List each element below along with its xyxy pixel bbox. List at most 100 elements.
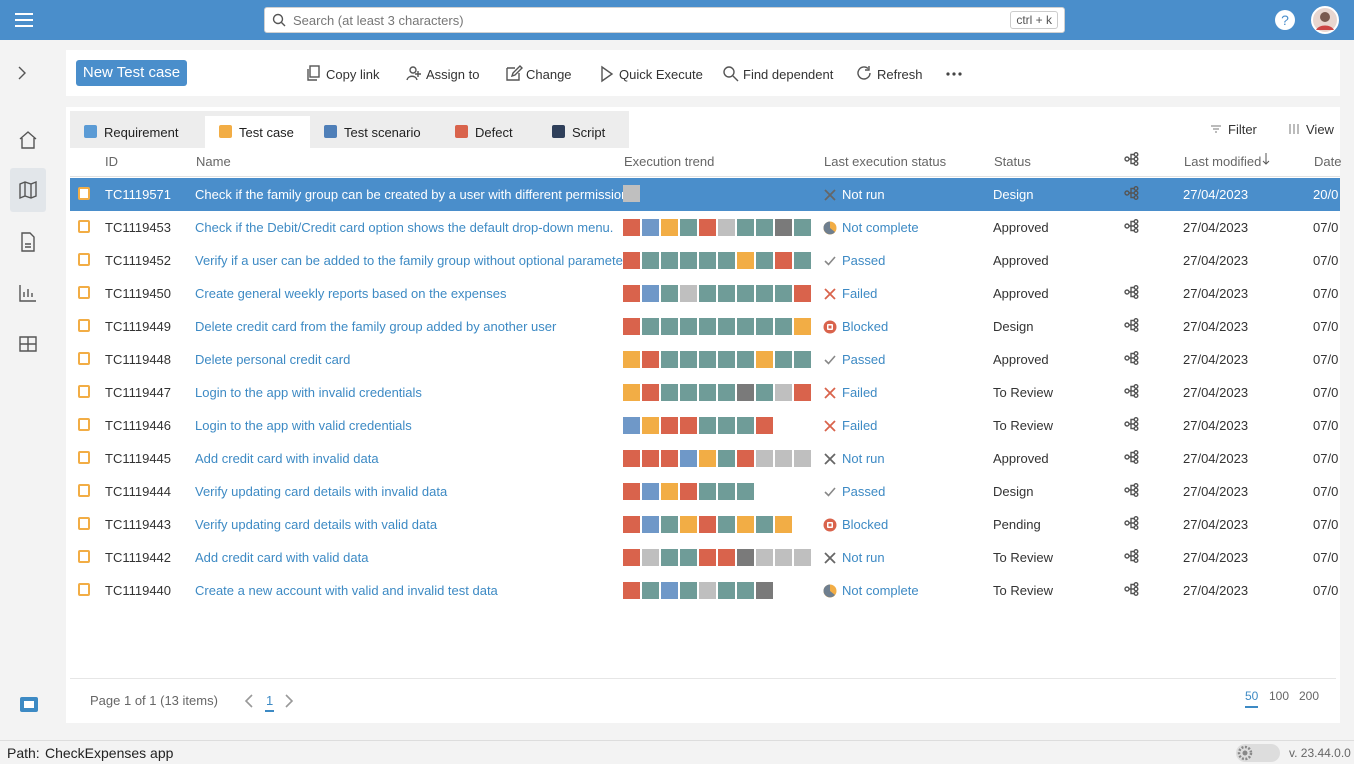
page-size[interactable]: 100 [1269, 689, 1290, 703]
dependencies-icon[interactable] [1124, 483, 1140, 498]
trend-square [718, 483, 735, 500]
dependencies-icon[interactable] [1124, 285, 1140, 300]
reports-nav[interactable] [18, 283, 38, 303]
table-row[interactable]: TC1119447 Login to the app with invalid c… [70, 376, 1340, 409]
column-header[interactable]: Last modified [1184, 154, 1262, 169]
column-header[interactable]: Name [196, 154, 231, 169]
table-row[interactable]: TC1119453 Check if the Debit/Credit card … [70, 211, 1340, 244]
tab[interactable]: Script [538, 116, 629, 148]
table-row[interactable]: TC1119571 Check if the family group can b… [70, 178, 1340, 211]
last-execution-status[interactable]: Blocked [842, 517, 889, 532]
last-execution-status[interactable]: Not run [842, 187, 885, 202]
last-modified: 27/04/2023 [1183, 319, 1249, 334]
test-name[interactable]: Delete personal credit card [195, 352, 351, 367]
table-row[interactable]: TC1119443 Verify updating card details wi… [70, 508, 1340, 541]
dependencies-icon[interactable] [1124, 417, 1140, 432]
table-row[interactable]: TC1119446 Login to the app with valid cre… [70, 409, 1340, 442]
last-modified: 27/04/2023 [1183, 583, 1249, 598]
test-name[interactable]: Check if the family group can be created… [195, 187, 635, 202]
trend-square [623, 549, 640, 566]
test-name[interactable]: Add credit card with invalid data [195, 451, 379, 466]
trend-square [623, 351, 640, 368]
home-nav[interactable] [18, 130, 38, 150]
trend-square [756, 351, 773, 368]
table-row[interactable]: TC1119442 Add credit card with valid data… [70, 541, 1340, 574]
test-id: TC1119448 [105, 352, 172, 367]
tab-icon [84, 125, 97, 138]
trend-square [661, 516, 678, 533]
document-nav[interactable] [19, 232, 37, 252]
column-header[interactable]: Date [1314, 154, 1342, 169]
page-size[interactable]: 200 [1299, 689, 1320, 703]
last-execution-status[interactable]: Failed [842, 418, 878, 433]
grid-nav[interactable] [18, 334, 38, 354]
prev-page[interactable] [243, 693, 255, 709]
tool-label[interactable]: Filter [1228, 122, 1257, 137]
table-row[interactable]: TC1119445 Add credit card with invalid da… [70, 442, 1340, 475]
table-row[interactable]: TC1119440 Create a new account with valid… [70, 574, 1340, 607]
trend-square [699, 582, 716, 599]
test-name[interactable]: Login to the app with valid credentials [195, 418, 412, 433]
dependencies-icon[interactable] [1124, 582, 1140, 597]
last-execution-status[interactable]: Not run [842, 550, 885, 565]
tab[interactable]: Defect [441, 116, 538, 148]
tab[interactable]: Test scenario [310, 116, 441, 148]
expand-button[interactable] [14, 65, 30, 81]
last-execution-status[interactable]: Not run [842, 451, 885, 466]
tab[interactable]: Test case [205, 116, 310, 148]
table-row[interactable]: TC1119449 Delete credit card from the fam… [70, 310, 1340, 343]
tool-icon[interactable] [1210, 123, 1222, 135]
test-name[interactable]: Check if the Debit/Credit card option sh… [195, 220, 614, 235]
last-execution-status[interactable]: Passed [842, 484, 886, 499]
page-number[interactable]: 1 [265, 693, 275, 712]
tool-icon[interactable] [1288, 123, 1300, 135]
tab-icon [324, 125, 337, 138]
new-test-case-button[interactable]: New Test case [76, 60, 187, 86]
trend-square [737, 549, 754, 566]
dependencies-icon[interactable] [1124, 351, 1140, 366]
map-nav[interactable] [18, 180, 38, 200]
next-page[interactable] [283, 693, 295, 709]
dependencies-icon[interactable] [1124, 186, 1140, 201]
tab[interactable]: Requirement [70, 116, 205, 148]
last-execution-status[interactable]: Passed [842, 352, 886, 367]
test-name[interactable]: Create a new account with valid and inva… [195, 583, 498, 598]
dependencies-icon[interactable] [1124, 318, 1140, 333]
last-execution-status[interactable]: Passed [842, 253, 886, 268]
search-box[interactable]: Search (at least 3 characters) ctrl + k [264, 7, 1065, 33]
test-name[interactable]: Add credit card with valid data [195, 550, 369, 565]
last-execution-status[interactable]: Not complete [842, 583, 919, 598]
menu-button[interactable] [14, 10, 34, 30]
page-size[interactable]: 50 [1245, 689, 1259, 708]
tool-label[interactable]: View [1306, 122, 1334, 137]
last-execution-status[interactable]: Not complete [842, 220, 919, 235]
column-header[interactable]: Status [994, 154, 1031, 169]
avatar[interactable] [1311, 6, 1339, 34]
column-header[interactable]: Execution trend [624, 154, 715, 169]
table-row[interactable]: TC1119444 Verify updating card details wi… [70, 475, 1340, 508]
dependencies-icon[interactable] [1124, 516, 1140, 531]
column-header[interactable]: ID [105, 154, 118, 169]
more-button[interactable] [946, 66, 962, 82]
test-name[interactable]: Verify if a user can be added to the fam… [195, 253, 634, 268]
table-row[interactable]: TC1119450 Create general weekly reports b… [70, 277, 1340, 310]
test-name[interactable]: Verify updating card details with valid … [195, 517, 438, 532]
test-name[interactable]: Delete credit card from the family group… [195, 319, 557, 334]
last-execution-status[interactable]: Blocked [842, 319, 889, 334]
trend-square [680, 417, 697, 434]
column-header[interactable]: Last execution status [824, 154, 947, 169]
test-name[interactable]: Login to the app with invalid credential… [195, 385, 422, 400]
last-execution-status[interactable]: Failed [842, 286, 878, 301]
table-row[interactable]: TC1119452 Verify if a user can be added t… [70, 244, 1340, 277]
dependencies-icon[interactable] [1124, 384, 1140, 399]
test-name[interactable]: Create general weekly reports based on t… [195, 286, 507, 301]
trend-square [699, 450, 716, 467]
test-name[interactable]: Verify updating card details with invali… [195, 484, 448, 499]
table-row[interactable]: TC1119448 Delete personal credit card Pass… [70, 343, 1340, 376]
dependencies-icon[interactable] [1124, 450, 1140, 465]
last-execution-status[interactable]: Failed [842, 385, 878, 400]
help-button[interactable]: ? [1274, 9, 1296, 31]
settings-toggle[interactable] [1236, 744, 1280, 762]
dependencies-icon[interactable] [1124, 219, 1140, 234]
dependencies-icon[interactable] [1124, 549, 1140, 564]
